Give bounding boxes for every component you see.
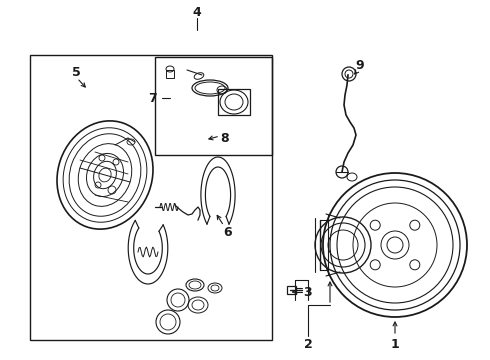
Bar <box>287 286 296 294</box>
Bar <box>30 55 272 340</box>
Bar <box>166 70 174 78</box>
Text: 5: 5 <box>72 66 80 78</box>
Text: 1: 1 <box>391 338 399 351</box>
Text: 6: 6 <box>224 225 232 239</box>
Text: 9: 9 <box>356 59 364 72</box>
Text: 4: 4 <box>193 5 201 18</box>
Text: 2: 2 <box>304 338 313 351</box>
Bar <box>218 89 250 115</box>
Text: 3: 3 <box>304 285 312 298</box>
Text: 8: 8 <box>220 131 229 144</box>
Text: 7: 7 <box>147 91 156 104</box>
Bar <box>155 57 272 155</box>
